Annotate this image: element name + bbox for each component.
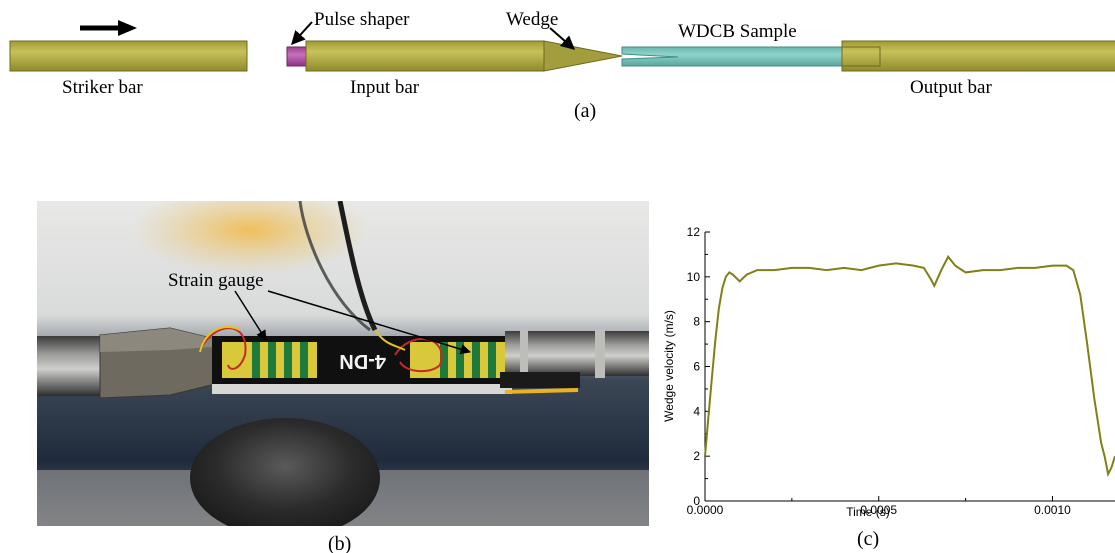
wedge-label: Wedge (506, 9, 558, 30)
chart-y-tick-label: 0 (693, 494, 700, 508)
wedge (543, 40, 623, 72)
wedge-leader-arrow (549, 27, 576, 50)
chart-tick-labels: 0 2 4 6 8 10 12 0.0000 0.0005 0.0010 (687, 225, 1071, 517)
panel-c-caption: (c) (857, 528, 879, 550)
pulse-shaper-leader-arrow (291, 21, 313, 46)
striker-bar-label: Striker bar (62, 77, 143, 98)
striker-bar (9, 40, 248, 72)
chart-x-tick-label: 0.0005 (860, 503, 897, 517)
input-bar (305, 40, 545, 72)
wedge-velocity-series-line (704, 254, 1115, 478)
output-bar-label: Output bar (910, 77, 992, 98)
chart-x-tick-label: 0.0010 (1034, 503, 1071, 517)
panel-a-setup-diagram: Pulse shaper Wedge WDCB Sample Striker b… (9, 9, 1115, 122)
chart-y-tick-label: 10 (687, 270, 701, 284)
strain-gauge-leader-left (234, 290, 267, 341)
output-bar (841, 40, 1115, 72)
input-bar-label: Input bar (350, 77, 420, 98)
chart-y-tick-label: 4 (693, 404, 700, 418)
chart-x-tick-label: 0.0000 (687, 503, 724, 517)
photo-output-bar (505, 331, 649, 376)
chart-x-axis-label: Time (s) (846, 505, 890, 519)
chart-y-tick-label: 2 (693, 449, 700, 463)
pulse-shaper (286, 46, 307, 67)
chart-y-tick-label: 8 (693, 315, 700, 329)
wdcb-sample-label: WDCB Sample (678, 21, 797, 42)
panel-c-velocity-chart: 0 2 4 6 8 10 12 0.0000 0.0005 0.0010 Time (s) Wed… (662, 225, 1115, 550)
chart-axes (704, 231, 1115, 502)
chart-y-tick-label: 12 (687, 225, 701, 239)
output-bar-slot (841, 46, 881, 67)
impact-direction-arrow (80, 20, 137, 36)
panel-a-caption: (a) (574, 100, 596, 122)
chart-y-axis-label: Wedge velocity (m/s) (662, 310, 676, 422)
specimen-marking: 4-DN (339, 350, 386, 372)
photo-strain-gauge-left (222, 342, 317, 378)
chart-y-tick-label: 6 (693, 360, 700, 374)
wdcb-sample (621, 46, 871, 67)
photo-strain-gauge-right (410, 342, 505, 378)
panel-b-caption: (b) (328, 533, 351, 553)
photo-input-bar (37, 336, 107, 396)
strain-gauge-leader-right (267, 290, 472, 355)
strain-gauge-label: Strain gauge (168, 270, 264, 291)
pulse-shaper-label: Pulse shaper (314, 9, 410, 30)
camera-lens-blur (190, 418, 380, 526)
panel-b-photo: 4-DN Strain gauge (b) (37, 201, 649, 553)
